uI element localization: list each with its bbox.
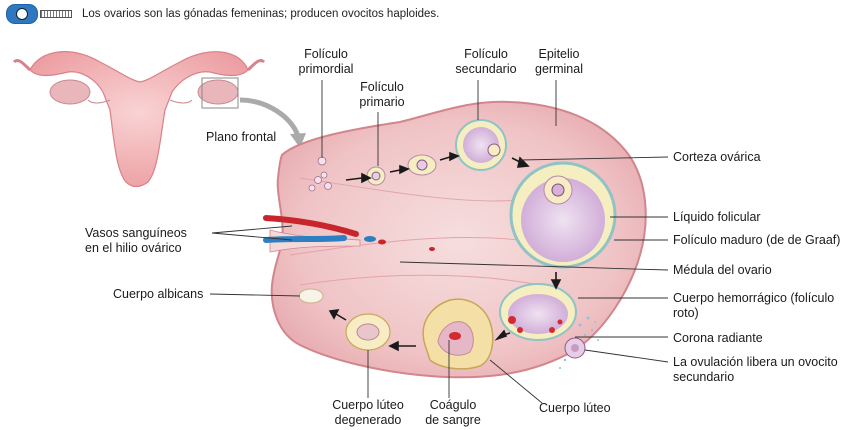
zoom-arrow xyxy=(239,97,301,137)
label-foliculo-maduro: Folículo maduro (de de Graaf) xyxy=(673,233,841,247)
artery-vessel xyxy=(263,215,359,237)
label-foliculo-primordial: Folículo primordial xyxy=(298,47,354,76)
corpus-hemorrhagicum xyxy=(499,283,577,341)
label-cuerpo-luteo-degenerado: Cuerpo lúteo degenerado xyxy=(332,398,404,427)
uterus-overview xyxy=(12,51,266,188)
label-foliculo-primario: Folículo primario xyxy=(359,80,405,109)
ruler-icon xyxy=(40,10,72,18)
label-medula-ovario: Médula del ovario xyxy=(673,263,772,277)
label-vasos-sanguineos: Vasos sanguíneos en el hilio ovárico xyxy=(85,226,187,255)
lock-badge-icon xyxy=(6,4,38,24)
header-caption: Los ovarios son las gónadas femeninas; p… xyxy=(82,8,440,20)
label-cuerpo-hemorragico: Cuerpo hemorrágico (folículo roto) xyxy=(673,291,835,320)
primordial-follicles xyxy=(308,156,332,192)
corpus-albicans xyxy=(298,288,324,304)
ovulation-spray xyxy=(559,316,599,369)
sequence-arrows xyxy=(328,151,562,352)
label-liquido-folicular: Líquido folicular xyxy=(673,210,761,224)
label-ovulacion: La ovulación libera un ovocito secundario xyxy=(673,355,838,384)
label-plano-frontal: Plano frontal xyxy=(206,130,277,144)
label-corteza-ovarica: Corteza ovárica xyxy=(673,150,761,164)
vein-vessel xyxy=(263,235,347,243)
label-cuerpo-luteo: Cuerpo lúteo xyxy=(539,401,611,415)
leader-lines xyxy=(209,80,669,404)
label-cuerpo-albicans: Cuerpo albicans xyxy=(113,287,204,301)
label-corona-radiante: Corona radiante xyxy=(673,331,763,345)
label-epitelio-germinal: Epitelio germinal xyxy=(535,47,583,76)
label-foliculo-secundario: Folículo secundario xyxy=(455,47,517,76)
label-coagulo-sangre: Coágulo de sangre xyxy=(425,398,481,427)
header-row: Los ovarios son las gónadas femeninas; p… xyxy=(6,3,439,25)
